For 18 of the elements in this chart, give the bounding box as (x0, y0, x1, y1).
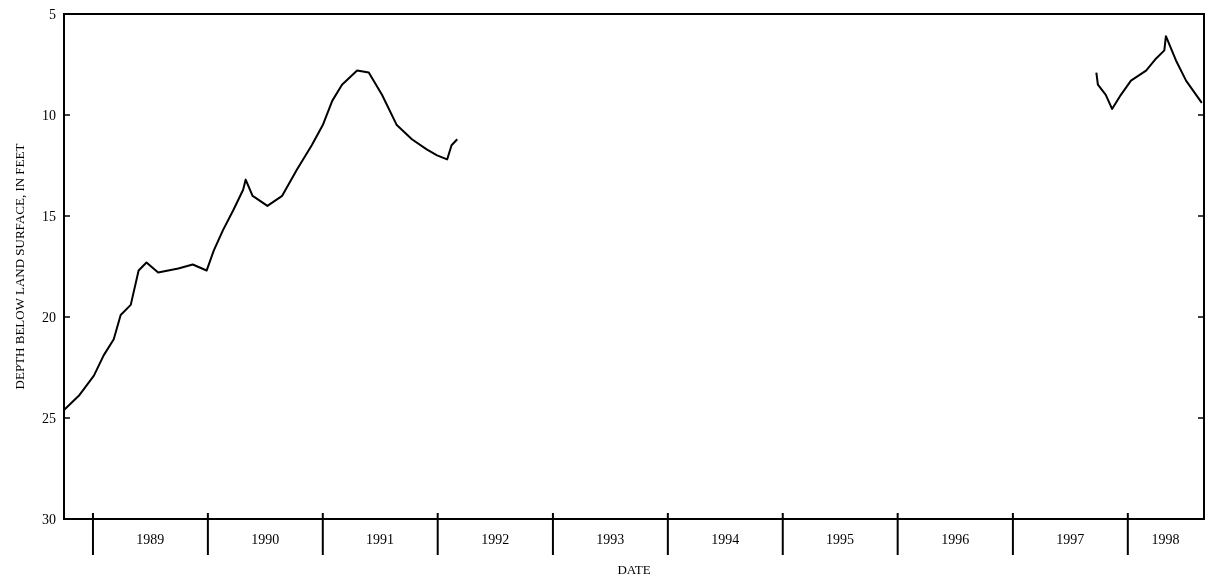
x-tick-label: 1989 (136, 532, 165, 547)
y-tick-label: 25 (42, 410, 56, 426)
y-tick-label: 30 (42, 511, 56, 527)
x-tick-label: 1994 (711, 532, 740, 547)
y-tick-label: 15 (42, 208, 56, 224)
x-tick-label: 1990 (251, 532, 280, 547)
x-tick-label: 1997 (1056, 532, 1085, 547)
x-tick-label: 1998 (1151, 532, 1180, 547)
y-tick-label: 20 (42, 309, 56, 325)
x-tick-label: 1996 (941, 532, 970, 547)
x-axis-title: DATE (617, 562, 651, 577)
x-tick-label: 1992 (481, 532, 510, 547)
y-tick-label: 10 (42, 107, 56, 123)
x-tick-label: 1995 (826, 532, 855, 547)
x-tick-label: 1991 (366, 532, 395, 547)
y-axis-title: DEPTH BELOW LAND SURFACE, IN FEET (12, 143, 27, 390)
y-tick-label: 5 (49, 6, 56, 22)
x-tick-label: 1993 (596, 532, 625, 547)
